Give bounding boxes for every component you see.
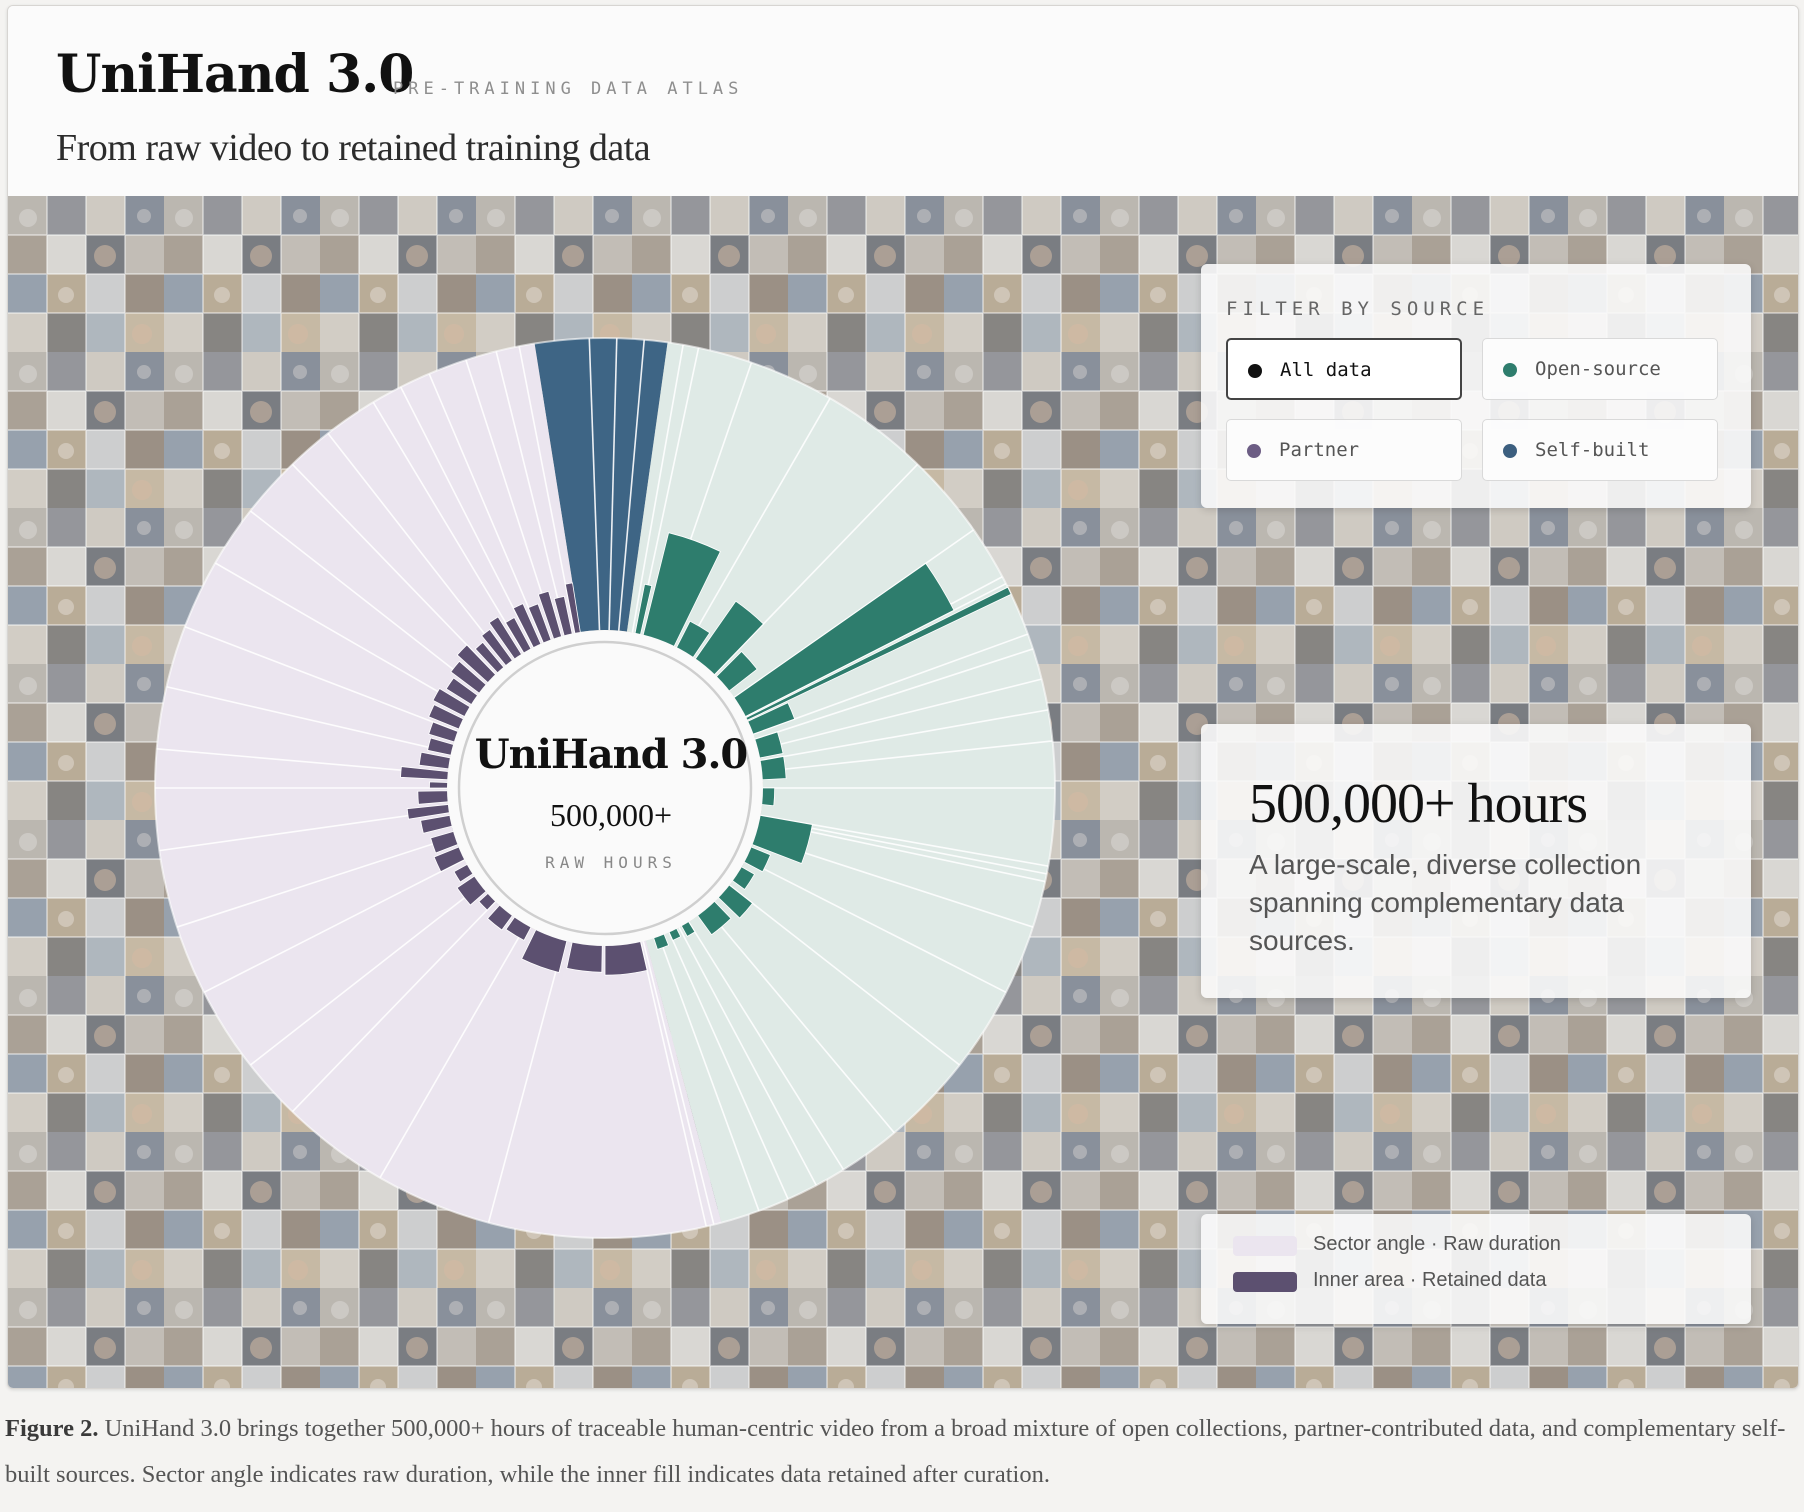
sector-divider (465, 359, 557, 638)
radial-chart: UniHand 3.0 500,000+ RAW HOURS (154, 337, 1056, 1239)
center-disc (447, 630, 763, 946)
center-ring (457, 640, 753, 936)
sector-divider (184, 625, 458, 733)
legend-swatch-sector (1233, 1236, 1297, 1256)
retained-bar-partner (429, 781, 450, 789)
sector-divider (588, 338, 601, 631)
page-kicker: PRE-TRAINING DATA ATLAS (393, 79, 744, 99)
sector-divider (758, 678, 1042, 751)
filter-open-source-button[interactable]: Open-source (1482, 338, 1718, 400)
sector-divider (617, 339, 646, 631)
legend-label-sector: Sector angle · Raw duration (1313, 1233, 1561, 1255)
filter-panel: FILTER BY SOURCE All data Open-source Pa… (1201, 264, 1751, 508)
sector-divider (683, 397, 831, 652)
sector-self-built (534, 338, 668, 632)
sector-divider-layer (155, 338, 1055, 1227)
sector-divider (642, 941, 715, 1225)
page-subtitle: From raw video to retained training data (56, 127, 651, 169)
sector-divider (608, 338, 618, 631)
filter-button-label: Self-built (1535, 439, 1650, 461)
sector-divider (668, 932, 789, 1200)
filter-button-label: All data (1280, 359, 1372, 381)
page-title: UniHand 3.0 (56, 44, 414, 105)
filter-partner-button[interactable]: Partner (1226, 419, 1462, 481)
filter-button-label: Open-source (1535, 358, 1661, 380)
sector-open-source (626, 342, 1056, 1223)
sector-divider (755, 648, 1034, 740)
sector-divider (214, 562, 469, 710)
legend-swatch-retained (1233, 1272, 1297, 1292)
sector-divider (658, 936, 760, 1212)
sector-divider (166, 685, 452, 754)
open-source-dot-icon (1503, 363, 1517, 377)
sector-divider (249, 510, 481, 692)
sector-divider (760, 709, 1049, 762)
sector-divider (291, 901, 496, 1113)
sector-divider (159, 809, 449, 852)
filter-self-built-button[interactable]: Self-built (1482, 419, 1718, 481)
sector-divider (379, 924, 527, 1179)
sector-divider (688, 921, 845, 1171)
filter-all-data-button[interactable]: All data (1226, 338, 1462, 400)
retained-bar-open-source (758, 756, 787, 781)
caption-lead: Figure 2. (5, 1415, 99, 1442)
info-headline: 500,000+ hours (1249, 773, 1588, 835)
sector-divider (495, 351, 568, 635)
center-title: UniHand 3.0 (475, 731, 747, 778)
filter-button-label: Partner (1279, 439, 1360, 461)
partner-dot-icon (1247, 444, 1261, 458)
sector-divider (729, 884, 961, 1066)
legend-label-retained: Inner area · Retained data (1313, 1269, 1547, 1291)
sector-divider (156, 747, 448, 776)
sector-divider (487, 940, 565, 1223)
sector-divider (399, 386, 534, 648)
sector-divider (631, 344, 684, 633)
figure-caption: Figure 2. UniHand 3.0 brings together 50… (5, 1406, 1795, 1498)
sector-divider (745, 859, 1007, 994)
sector-divider (249, 884, 481, 1066)
sector-divider (203, 859, 465, 994)
sector-divider (639, 941, 708, 1227)
info-body: A large-scale, diverse collection spanni… (1249, 849, 1642, 956)
sector-divider (176, 836, 455, 928)
filter-heading: FILTER BY SOURCE (1226, 298, 1490, 320)
sector-divider (327, 432, 509, 664)
figure-frame: UniHand 3.0 PRE-TRAINING DATA ATLAS From… (7, 5, 1799, 1389)
sector-divider (678, 927, 817, 1186)
sector-divider (291, 463, 496, 675)
retained-bar-partner (417, 790, 451, 805)
sector-divider (762, 740, 1053, 773)
sector-divider (753, 633, 1029, 735)
all-data-dot-icon (1248, 364, 1262, 378)
center-label: RAW HOURS (545, 853, 677, 872)
info-panel: 500,000+ hours A large-scale, diverse co… (1201, 724, 1751, 998)
sector-divider (428, 373, 545, 643)
legend-panel: Sector angle · Raw duration Inner area ·… (1201, 1214, 1751, 1324)
header: UniHand 3.0 PRE-TRAINING DATA ATLAS From… (8, 6, 1798, 196)
self-built-dot-icon (1503, 444, 1517, 458)
sector-divider (705, 908, 895, 1134)
center-value: 500,000+ (550, 797, 672, 833)
sector-divider (372, 401, 525, 653)
caption-text: UniHand 3.0 brings together 500,000+ hou… (5, 1415, 1786, 1488)
